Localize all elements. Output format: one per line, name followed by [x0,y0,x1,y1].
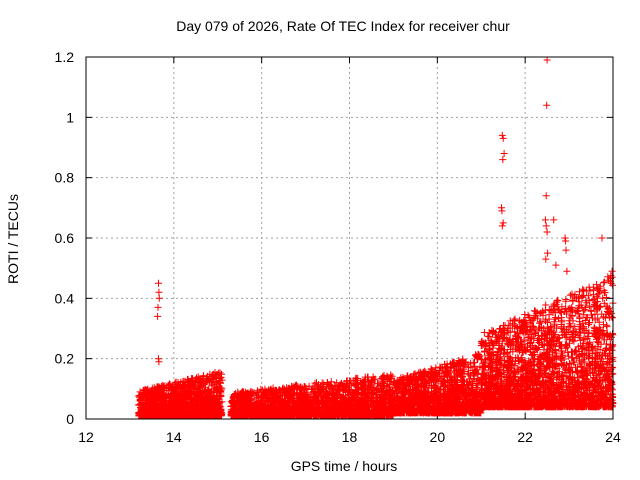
chart-title: Day 079 of 2026, Rate Of TEC Index for r… [176,18,510,34]
x-axis-label: GPS time / hours [291,458,398,474]
y-tick-label: 1.2 [55,49,75,65]
y-tick-label: 0.2 [55,351,75,367]
x-tick-label: 22 [517,429,533,445]
y-tick-label: 0.4 [55,290,75,306]
x-tick-label: 16 [254,429,270,445]
x-tick-label: 12 [78,429,94,445]
y-tick-label: 0.6 [55,230,75,246]
y-tick-label: 0.8 [55,170,75,186]
x-tick-label: 18 [342,429,358,445]
y-tick-label: 1 [66,109,74,125]
grid-lines [86,57,613,419]
y-axis-label: ROTI / TECUs [5,194,21,284]
scatter-point-markers [135,56,617,420]
data-points [135,56,617,420]
x-tick-label: 14 [166,429,182,445]
x-tick-label: 24 [605,429,621,445]
plot-frame [85,56,614,420]
y-tick-label: 0 [66,411,74,427]
x-tick-label: 20 [430,429,446,445]
